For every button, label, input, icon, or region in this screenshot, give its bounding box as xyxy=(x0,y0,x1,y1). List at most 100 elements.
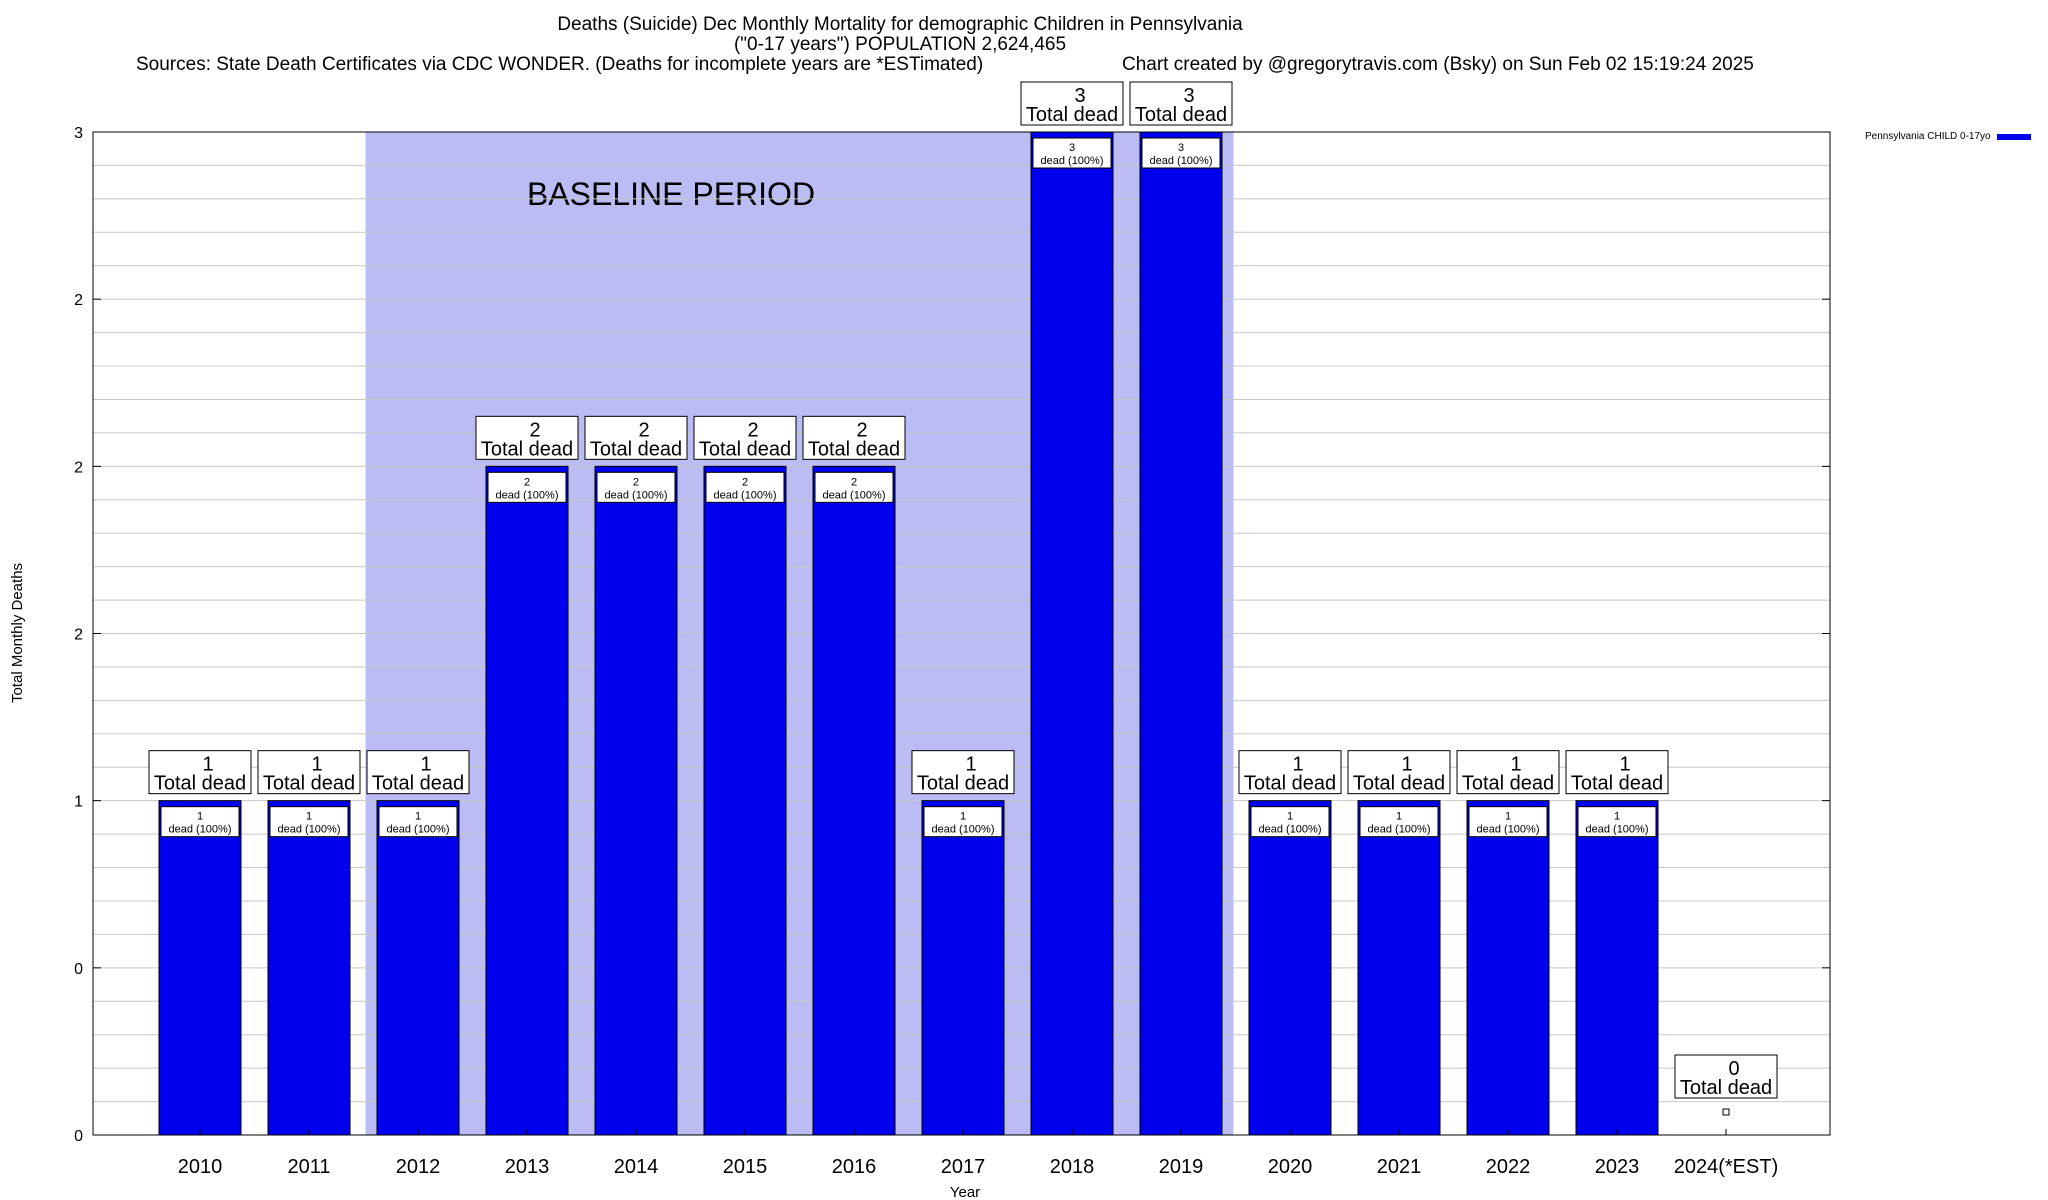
svg-text:Total dead: Total dead xyxy=(917,773,1009,795)
title-line-2: ("0-17 years") POPULATION 2,624,465 xyxy=(733,34,1067,55)
y-tick-label: 0 xyxy=(74,1128,83,1145)
x-tick-label: 2010 xyxy=(178,1156,223,1178)
svg-text:dead (100%): dead (100%) xyxy=(387,824,450,836)
svg-text:1: 1 xyxy=(1505,811,1511,823)
y-axis-label: Total Monthly Deaths xyxy=(9,563,26,703)
x-tick-label: 2020 xyxy=(1268,1156,1313,1178)
x-tick-label: 2021 xyxy=(1377,1156,1422,1178)
svg-text:2: 2 xyxy=(851,476,857,488)
svg-text:1: 1 xyxy=(960,811,966,823)
bar xyxy=(376,800,460,1136)
svg-text:3: 3 xyxy=(1069,142,1075,154)
y-tick-label: 2 xyxy=(74,292,83,309)
bar xyxy=(812,465,896,1136)
svg-text:Total dead: Total dead xyxy=(263,773,355,795)
bar xyxy=(594,465,678,1136)
svg-text:dead (100%): dead (100%) xyxy=(169,824,232,836)
bar xyxy=(1030,131,1114,1136)
x-tick-label: 2018 xyxy=(1050,1156,1095,1178)
svg-text:2: 2 xyxy=(747,419,758,441)
svg-text:1: 1 xyxy=(306,811,312,823)
svg-text:Total dead: Total dead xyxy=(372,773,464,795)
svg-text:1: 1 xyxy=(965,754,976,776)
svg-text:dead (100%): dead (100%) xyxy=(1041,155,1104,167)
chart-credit: Chart created by @gregorytravis.com (Bsk… xyxy=(1122,54,1754,75)
svg-text:2: 2 xyxy=(638,419,649,441)
svg-text:1: 1 xyxy=(202,754,213,776)
bar xyxy=(485,465,569,1136)
svg-text:Total dead: Total dead xyxy=(1462,773,1554,795)
svg-text:dead (100%): dead (100%) xyxy=(932,824,995,836)
svg-text:dead (100%): dead (100%) xyxy=(605,489,668,501)
svg-text:dead (100%): dead (100%) xyxy=(1259,824,1322,836)
legend: Pennsylvania CHILD 0-17yo xyxy=(1865,131,2031,142)
svg-text:2: 2 xyxy=(633,476,639,488)
bar xyxy=(158,800,242,1136)
y-tick-label: 1 xyxy=(74,794,83,811)
x-tick-label: 2019 xyxy=(1159,1156,1204,1178)
x-tick-label: 2017 xyxy=(941,1156,986,1178)
x-tick-label: 2016 xyxy=(832,1156,877,1178)
bar xyxy=(1575,800,1659,1136)
zero-marker xyxy=(1722,1108,1730,1116)
x-tick-label: 2022 xyxy=(1486,1156,1531,1178)
svg-text:2: 2 xyxy=(529,419,540,441)
bar xyxy=(1357,800,1441,1136)
y-tick-label: 0 xyxy=(74,961,83,978)
svg-text:1: 1 xyxy=(311,754,322,776)
plot-frame xyxy=(92,131,1831,1136)
x-axis-label: Year xyxy=(950,1184,980,1200)
svg-text:1: 1 xyxy=(1287,811,1293,823)
svg-text:1: 1 xyxy=(1619,754,1630,776)
bar xyxy=(1248,800,1332,1136)
svg-text:Total dead: Total dead xyxy=(1026,104,1118,126)
svg-text:Total dead: Total dead xyxy=(699,438,791,460)
legend-label: Pennsylvania CHILD 0-17yo xyxy=(1865,131,1991,142)
svg-text:dead (100%): dead (100%) xyxy=(714,489,777,501)
svg-text:1: 1 xyxy=(1614,811,1620,823)
bar xyxy=(267,800,351,1136)
bar xyxy=(1139,131,1223,1136)
svg-text:Total dead: Total dead xyxy=(1353,773,1445,795)
svg-text:dead (100%): dead (100%) xyxy=(1150,155,1213,167)
bar xyxy=(921,800,1005,1136)
svg-text:dead (100%): dead (100%) xyxy=(823,489,886,501)
svg-text:1: 1 xyxy=(1396,811,1402,823)
svg-text:1: 1 xyxy=(420,754,431,776)
svg-text:1: 1 xyxy=(1292,754,1303,776)
svg-text:3: 3 xyxy=(1074,85,1085,107)
svg-text:Total dead: Total dead xyxy=(1135,104,1227,126)
legend-swatch xyxy=(1996,133,2031,140)
x-tick-label: 2011 xyxy=(287,1156,330,1178)
title-line-1: Deaths (Suicide) Dec Monthly Mortality f… xyxy=(557,14,1243,35)
svg-text:Total dead: Total dead xyxy=(1680,1077,1772,1099)
y-tick-label: 3 xyxy=(74,125,83,142)
svg-text:1: 1 xyxy=(1401,754,1412,776)
svg-text:dead (100%): dead (100%) xyxy=(1368,824,1431,836)
svg-text:0: 0 xyxy=(1728,1058,1739,1080)
svg-text:1: 1 xyxy=(1510,754,1521,776)
